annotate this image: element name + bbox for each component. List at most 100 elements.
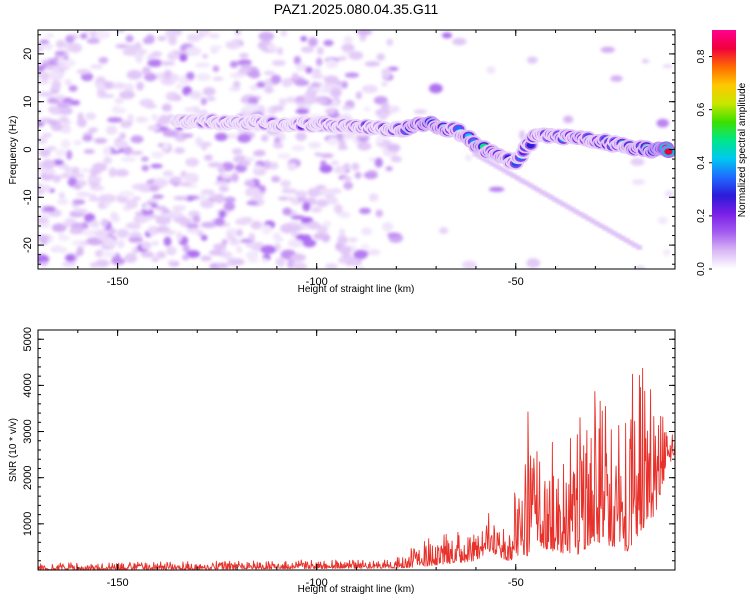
- y-tick-label: 5000: [22, 327, 34, 351]
- colorbar-label: Normalized spectral amplitude: [737, 82, 748, 217]
- noise-blob: [200, 199, 215, 209]
- noise-blob: [657, 216, 668, 225]
- noise-blob: [55, 149, 67, 157]
- noise-blob: [308, 141, 322, 149]
- spectrogram-x-label: Height of straight line (km): [298, 284, 415, 295]
- noise-blob: [266, 43, 277, 51]
- noise-blob: [127, 113, 134, 123]
- noise-blob: [263, 70, 276, 76]
- noise-blob: [136, 81, 145, 91]
- y-tick-label: 0: [22, 146, 34, 152]
- noise-blob: [46, 146, 57, 151]
- noise-blob: [248, 70, 261, 79]
- noise-blob: [307, 187, 321, 198]
- noise-blob: [147, 125, 161, 131]
- noise-blob: [102, 146, 112, 156]
- noise-blob: [322, 220, 332, 227]
- noise-blob: [73, 183, 82, 190]
- noise-blob: [161, 103, 172, 112]
- noise-blob: [209, 45, 223, 50]
- y-tick-label: 2000: [22, 465, 34, 489]
- noise-blob: [122, 48, 137, 56]
- noise-blob: [237, 59, 252, 66]
- noise-blob: [108, 167, 117, 178]
- noise-blob: [270, 105, 285, 112]
- y-tick-label: 3000: [22, 419, 34, 443]
- noise-blob: [59, 106, 73, 116]
- noise-blob: [163, 69, 173, 80]
- noise-blob: [317, 188, 334, 197]
- noise-blob: [357, 141, 372, 151]
- noise-blob: [316, 225, 329, 234]
- spectrogram-y-label: Frequency (Hz): [8, 116, 19, 185]
- noise-blob: [526, 258, 541, 268]
- noise-blob: [663, 248, 671, 257]
- noise-blob: [86, 237, 103, 246]
- noise-blob: [319, 164, 333, 173]
- noise-blob: [254, 149, 266, 157]
- noise-blob: [45, 33, 55, 38]
- noise-blob: [223, 202, 235, 211]
- spectrogram-heatmap: [38, 30, 675, 269]
- noise-blob: [39, 39, 50, 45]
- noise-blob: [214, 132, 228, 142]
- noise-blob: [113, 140, 129, 149]
- noise-blob: [89, 219, 100, 229]
- noise-blob: [137, 183, 154, 193]
- noise-blob: [103, 201, 111, 208]
- noise-blob: [208, 249, 223, 256]
- noise-blob: [38, 79, 50, 85]
- noise-blob: [143, 203, 153, 211]
- noise-blob: [151, 51, 162, 58]
- noise-blob: [95, 30, 107, 40]
- colorbar-ticks: 0.0 0.2 0.4 0.6 0.8: [696, 49, 712, 276]
- colorbar-tick-label: 0.6: [696, 102, 707, 116]
- noise-blob: [103, 156, 113, 165]
- noise-blob: [272, 142, 284, 149]
- noise-blob: [363, 106, 371, 112]
- noise-blob: [316, 199, 329, 208]
- noise-blob: [233, 80, 241, 89]
- noise-blob: [312, 67, 322, 78]
- noise-blob: [439, 226, 449, 235]
- noise-blob: [287, 239, 303, 248]
- noise-blob: [68, 85, 78, 92]
- noise-blob: [294, 79, 310, 87]
- noise-blob: [120, 156, 137, 162]
- noise-blob: [38, 136, 48, 145]
- noise-blob: [98, 194, 108, 203]
- noise-blob: [280, 180, 291, 187]
- noise-blob: [297, 101, 306, 111]
- noise-blob: [641, 59, 650, 64]
- noise-blob: [320, 160, 327, 167]
- noise-blob: [330, 59, 339, 68]
- noise-blob: [88, 127, 99, 133]
- noise-blob: [175, 83, 183, 90]
- noise-blob: [162, 230, 177, 235]
- noise-blob: [209, 33, 220, 39]
- noise-blob: [57, 58, 68, 64]
- noise-blob: [38, 254, 50, 264]
- noise-blob: [140, 156, 149, 162]
- noise-blob: [302, 239, 317, 248]
- noise-blob: [231, 172, 239, 183]
- noise-blob: [58, 234, 70, 242]
- noise-blob: [357, 265, 365, 269]
- noise-blob: [519, 130, 526, 140]
- noise-blob: [231, 148, 243, 155]
- noise-blob: [237, 133, 252, 143]
- noise-blob: [93, 229, 110, 238]
- noise-blob: [173, 94, 182, 102]
- noise-blob: [186, 228, 203, 234]
- noise-blob: [360, 243, 370, 249]
- noise-blob: [323, 75, 339, 84]
- noise-blob: [182, 172, 199, 182]
- noise-blob: [488, 186, 505, 192]
- noise-blob: [351, 162, 360, 171]
- noise-blob: [213, 193, 226, 204]
- noise-blob: [212, 65, 220, 72]
- noise-blob: [299, 222, 309, 230]
- noise-blob: [221, 239, 228, 245]
- noise-blob: [292, 262, 308, 269]
- noise-blob: [42, 206, 56, 213]
